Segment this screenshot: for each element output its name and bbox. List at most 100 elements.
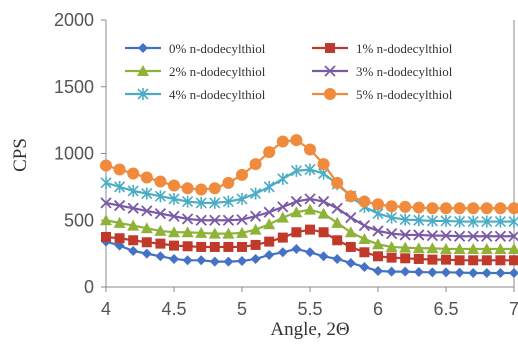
data-point bbox=[413, 253, 424, 264]
data-point bbox=[222, 214, 235, 226]
data-point bbox=[277, 201, 289, 213]
data-point bbox=[290, 134, 303, 147]
data-point bbox=[495, 267, 506, 278]
data-point bbox=[169, 240, 179, 251]
data-point bbox=[399, 229, 411, 241]
chart-legend: 0% n-dodecylthiol 1% n-dodecylthiol 2% n-d… bbox=[125, 41, 453, 102]
data-point bbox=[141, 237, 152, 248]
data-point bbox=[196, 241, 207, 252]
data-point bbox=[453, 230, 466, 242]
data-point bbox=[182, 195, 194, 208]
data-point bbox=[454, 215, 466, 228]
data-point bbox=[236, 213, 248, 226]
data-point bbox=[249, 210, 262, 222]
data-point bbox=[304, 143, 316, 156]
data-point bbox=[400, 253, 411, 264]
data-point bbox=[114, 180, 126, 193]
data-point bbox=[168, 210, 180, 222]
data-point bbox=[250, 187, 262, 200]
chart-tick-labels: 0 500 1000 1500 2000 4 4.5 5 5.5 6 6.5 7 bbox=[54, 10, 518, 319]
data-point bbox=[386, 252, 397, 263]
data-point bbox=[508, 230, 518, 242]
data-point bbox=[168, 226, 180, 238]
data-point bbox=[264, 236, 275, 247]
data-point bbox=[494, 215, 506, 228]
data-point bbox=[195, 196, 207, 209]
y-tick-label: 2000 bbox=[54, 10, 94, 30]
data-point bbox=[372, 198, 384, 211]
data-point bbox=[209, 256, 220, 267]
data-point bbox=[318, 227, 329, 238]
data-point bbox=[263, 206, 275, 218]
legend-item: 3% n-dodecylthiol bbox=[312, 64, 453, 79]
data-point bbox=[113, 199, 126, 212]
data-point bbox=[250, 253, 261, 264]
data-point bbox=[324, 88, 336, 100]
x-tick-label: 6 bbox=[373, 299, 383, 319]
data-point bbox=[154, 224, 167, 236]
data-point bbox=[305, 247, 315, 258]
data-point bbox=[359, 247, 370, 258]
x-axis-title: Angle, 2Θ bbox=[270, 319, 349, 340]
data-point bbox=[223, 256, 234, 267]
data-point bbox=[426, 229, 439, 242]
data-point bbox=[222, 227, 235, 239]
data-point bbox=[140, 171, 153, 184]
series-4 bbox=[100, 163, 518, 228]
data-point bbox=[290, 206, 303, 218]
data-point bbox=[359, 261, 370, 272]
data-point bbox=[182, 241, 193, 252]
data-point bbox=[154, 175, 167, 188]
data-point bbox=[128, 235, 139, 246]
legend-item: 0% n-dodecylthiol bbox=[125, 41, 266, 56]
data-point bbox=[454, 267, 465, 278]
data-point bbox=[467, 230, 479, 242]
data-point bbox=[276, 211, 289, 223]
data-point bbox=[318, 251, 329, 262]
legend-label: 3% n-dodecylthiol bbox=[356, 64, 453, 79]
data-point bbox=[208, 182, 221, 195]
data-point bbox=[236, 168, 248, 181]
data-point bbox=[222, 195, 234, 208]
data-point bbox=[290, 164, 302, 177]
data-point bbox=[209, 241, 220, 252]
data-point bbox=[331, 216, 344, 228]
data-point bbox=[453, 242, 466, 254]
data-point bbox=[427, 254, 438, 265]
legend-label: 4% n-dodecylthiol bbox=[169, 87, 266, 102]
data-point bbox=[195, 226, 208, 238]
data-point bbox=[426, 242, 439, 254]
data-point bbox=[385, 240, 398, 252]
data-point bbox=[331, 202, 343, 214]
data-point bbox=[481, 230, 493, 242]
data-point bbox=[100, 214, 112, 226]
data-point bbox=[114, 233, 125, 244]
data-point bbox=[508, 242, 518, 254]
data-point bbox=[345, 211, 357, 224]
data-point bbox=[137, 88, 149, 100]
data-point bbox=[181, 213, 194, 225]
data-point bbox=[168, 179, 180, 192]
series-2 bbox=[100, 203, 518, 254]
data-point bbox=[101, 231, 111, 242]
data-point bbox=[494, 202, 507, 215]
data-point bbox=[332, 235, 343, 246]
data-point bbox=[277, 232, 288, 243]
data-point bbox=[494, 230, 507, 242]
data-point bbox=[223, 241, 234, 252]
data-point bbox=[181, 226, 194, 238]
data-point bbox=[263, 146, 276, 159]
data-point bbox=[399, 241, 412, 253]
data-point bbox=[481, 215, 493, 228]
legend-item: 1% n-dodecylthiol bbox=[312, 41, 453, 56]
data-point bbox=[344, 226, 357, 238]
data-point bbox=[385, 200, 398, 213]
data-point bbox=[113, 163, 126, 176]
data-point bbox=[181, 182, 194, 195]
data-point bbox=[331, 176, 344, 189]
data-point bbox=[140, 222, 153, 234]
data-point bbox=[413, 229, 425, 241]
data-point bbox=[412, 242, 425, 254]
legend-label: 0% n-dodecylthiol bbox=[169, 41, 266, 56]
data-point bbox=[127, 202, 139, 214]
